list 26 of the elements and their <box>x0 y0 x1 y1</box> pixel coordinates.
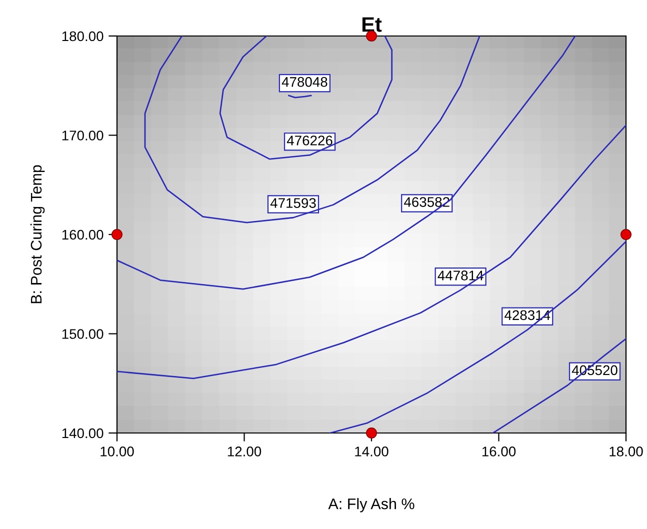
y-tick-label: 140.00 <box>62 428 104 438</box>
line-series <box>219 36 393 160</box>
x-tick-label: 14.00 <box>355 446 388 456</box>
line-series <box>144 36 480 224</box>
y-tick-label: 160.00 <box>62 230 104 240</box>
x-tick-label: 10.00 <box>100 446 134 456</box>
y-tick-label: 180.00 <box>62 31 104 42</box>
series-label: 476226 <box>286 136 332 146</box>
x-tick-label: 12.00 <box>228 446 262 456</box>
x-axis-title: A: Fly Ash % <box>328 498 414 512</box>
series-label: 471593 <box>270 198 316 208</box>
series-label: 478048 <box>282 77 328 87</box>
line-series <box>117 124 626 380</box>
chart-title: Et <box>362 17 382 32</box>
y-axis-title: B: Post Curing Temp <box>30 165 45 304</box>
y-tick-label: 150.00 <box>62 329 104 339</box>
point <box>366 428 377 438</box>
line-series <box>492 338 626 433</box>
point <box>620 229 632 240</box>
y-tick-label: 170.00 <box>62 130 104 140</box>
x-tick-label: 16.00 <box>482 446 516 456</box>
x-tick-label: 18.00 <box>610 446 643 456</box>
line-series <box>329 240 626 433</box>
series-label: 447814 <box>438 270 484 280</box>
line-series <box>117 36 576 290</box>
point <box>112 229 122 240</box>
